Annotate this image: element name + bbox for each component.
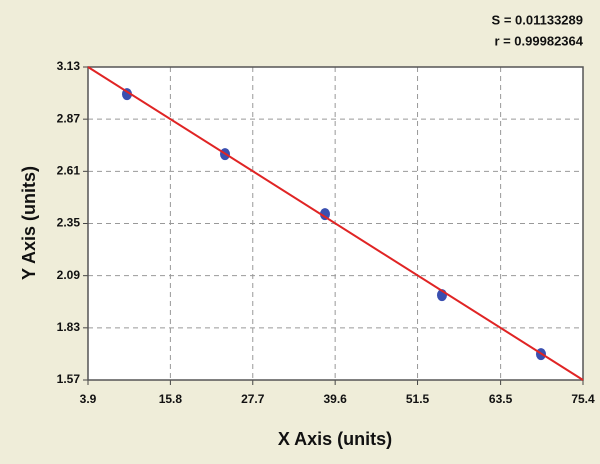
y-tick-label: 2.35	[57, 216, 81, 230]
x-tick-label: 51.5	[406, 392, 430, 406]
x-tick-label: 39.6	[323, 392, 347, 406]
y-tick-label: 2.61	[57, 164, 81, 178]
fit-line	[87, 66, 584, 381]
y-tick-label: 1.57	[57, 372, 81, 386]
y-tick-label: 2.09	[57, 268, 81, 282]
annotation: r = 0.99982364	[494, 33, 583, 48]
x-axis-label: X Axis (units)	[278, 429, 392, 449]
x-tick-label: 63.5	[489, 392, 513, 406]
y-tick-label: 3.13	[57, 59, 81, 73]
x-tick-label: 27.7	[241, 392, 265, 406]
data-point	[319, 208, 330, 221]
y-tick-label: 1.83	[57, 320, 81, 334]
x-tick-label: 75.4	[571, 392, 595, 406]
x-tick-label: 15.8	[159, 392, 183, 406]
y-tick-label: 2.87	[57, 111, 81, 125]
annotation: S = 0.01133289	[492, 12, 583, 27]
x-tick-label: 3.9	[80, 392, 97, 406]
y-axis-label: Y Axis (units)	[19, 166, 39, 280]
plot-frame	[87, 66, 584, 381]
